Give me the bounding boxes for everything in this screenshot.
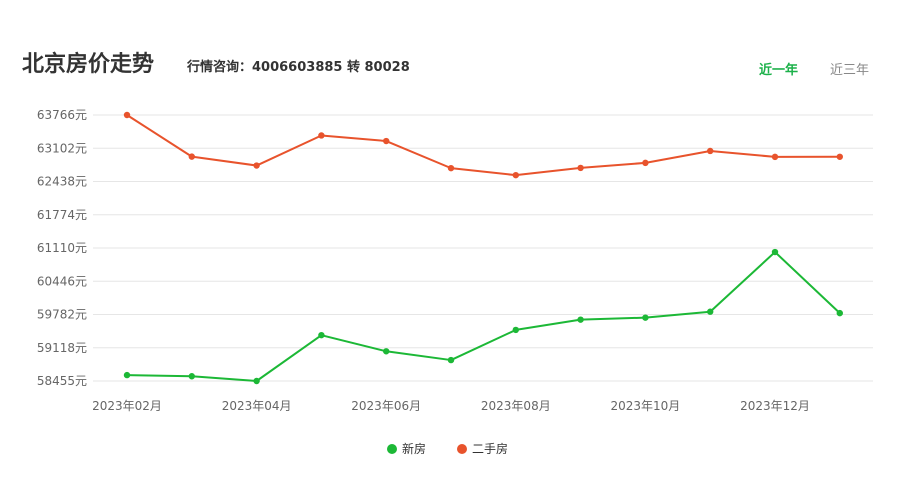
data-point [123,111,131,119]
data-point [188,373,195,380]
legend-marker [387,444,397,454]
x-tick-label: 2023年02月 [92,399,162,413]
data-point [836,309,843,317]
hotline-text: 行情咨询：4006603885 转 80028 [187,60,410,75]
series-line-second-hand [126,114,840,177]
data-point [577,164,584,172]
legend-item-new-home[interactable]: 新房 [387,441,426,456]
data-point [642,159,649,167]
data-point [447,164,455,172]
series-line-new-home [126,251,841,382]
x-tick-label: 2023年08月 [481,399,551,413]
data-point [642,314,649,321]
y-tick-label: 61110元 [37,241,87,255]
legend-marker [457,444,467,454]
data-point [318,331,325,339]
x-tick-label: 2023年10月 [610,399,680,413]
data-point [383,137,390,145]
y-tick-label: 60446元 [37,274,87,288]
x-tick-label: 2023年12月 [740,399,810,413]
data-point [836,153,843,160]
data-point [447,356,455,364]
data-point [577,316,584,323]
data-point [771,153,779,161]
data-point [512,326,519,334]
x-tick-label: 2023年04月 [222,399,292,413]
chart-title: 北京房价走势 [22,52,155,77]
y-tick-label: 63102元 [37,141,87,155]
data-point [707,147,714,155]
data-point [512,171,519,179]
y-tick-label: 61774元 [37,208,87,222]
y-tick-label: 59782元 [37,308,87,322]
y-tick-label: 62438元 [37,175,87,189]
tab-one-year[interactable]: 近一年 [759,63,799,78]
data-point [318,132,325,139]
tab-three-years[interactable]: 近三年 [830,63,870,78]
legend-label: 二手房 [472,441,508,456]
data-point [253,162,260,169]
y-tick-label: 58455元 [37,374,87,388]
data-point [253,377,260,385]
data-point [707,308,714,315]
data-point [383,348,390,355]
legend-label: 新房 [402,441,426,456]
data-point [123,371,131,379]
legend-item-second-hand[interactable]: 二手房 [457,441,508,456]
data-point [188,153,195,160]
y-tick-label: 59118元 [37,341,87,355]
data-point [771,248,779,256]
x-tick-label: 2023年06月 [351,399,421,413]
y-tick-label: 63766元 [37,108,87,122]
